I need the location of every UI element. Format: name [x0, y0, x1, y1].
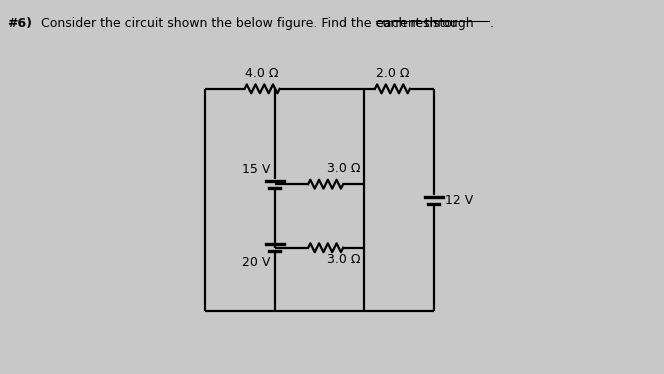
Text: Consider the circuit shown the below figure. Find the current through: Consider the circuit shown the below fig…: [37, 17, 477, 30]
Text: 3.0 Ω: 3.0 Ω: [327, 252, 361, 266]
Text: 15 V: 15 V: [242, 163, 270, 177]
Text: 2.0 Ω: 2.0 Ω: [376, 67, 409, 80]
Text: each resistor: each resistor: [376, 17, 457, 30]
Text: 4.0 Ω: 4.0 Ω: [245, 67, 279, 80]
Text: #6): #6): [7, 17, 32, 30]
Text: 20 V: 20 V: [242, 255, 270, 269]
Text: .: .: [489, 17, 493, 30]
Text: 12 V: 12 V: [445, 194, 473, 206]
Text: 3.0 Ω: 3.0 Ω: [327, 162, 361, 175]
